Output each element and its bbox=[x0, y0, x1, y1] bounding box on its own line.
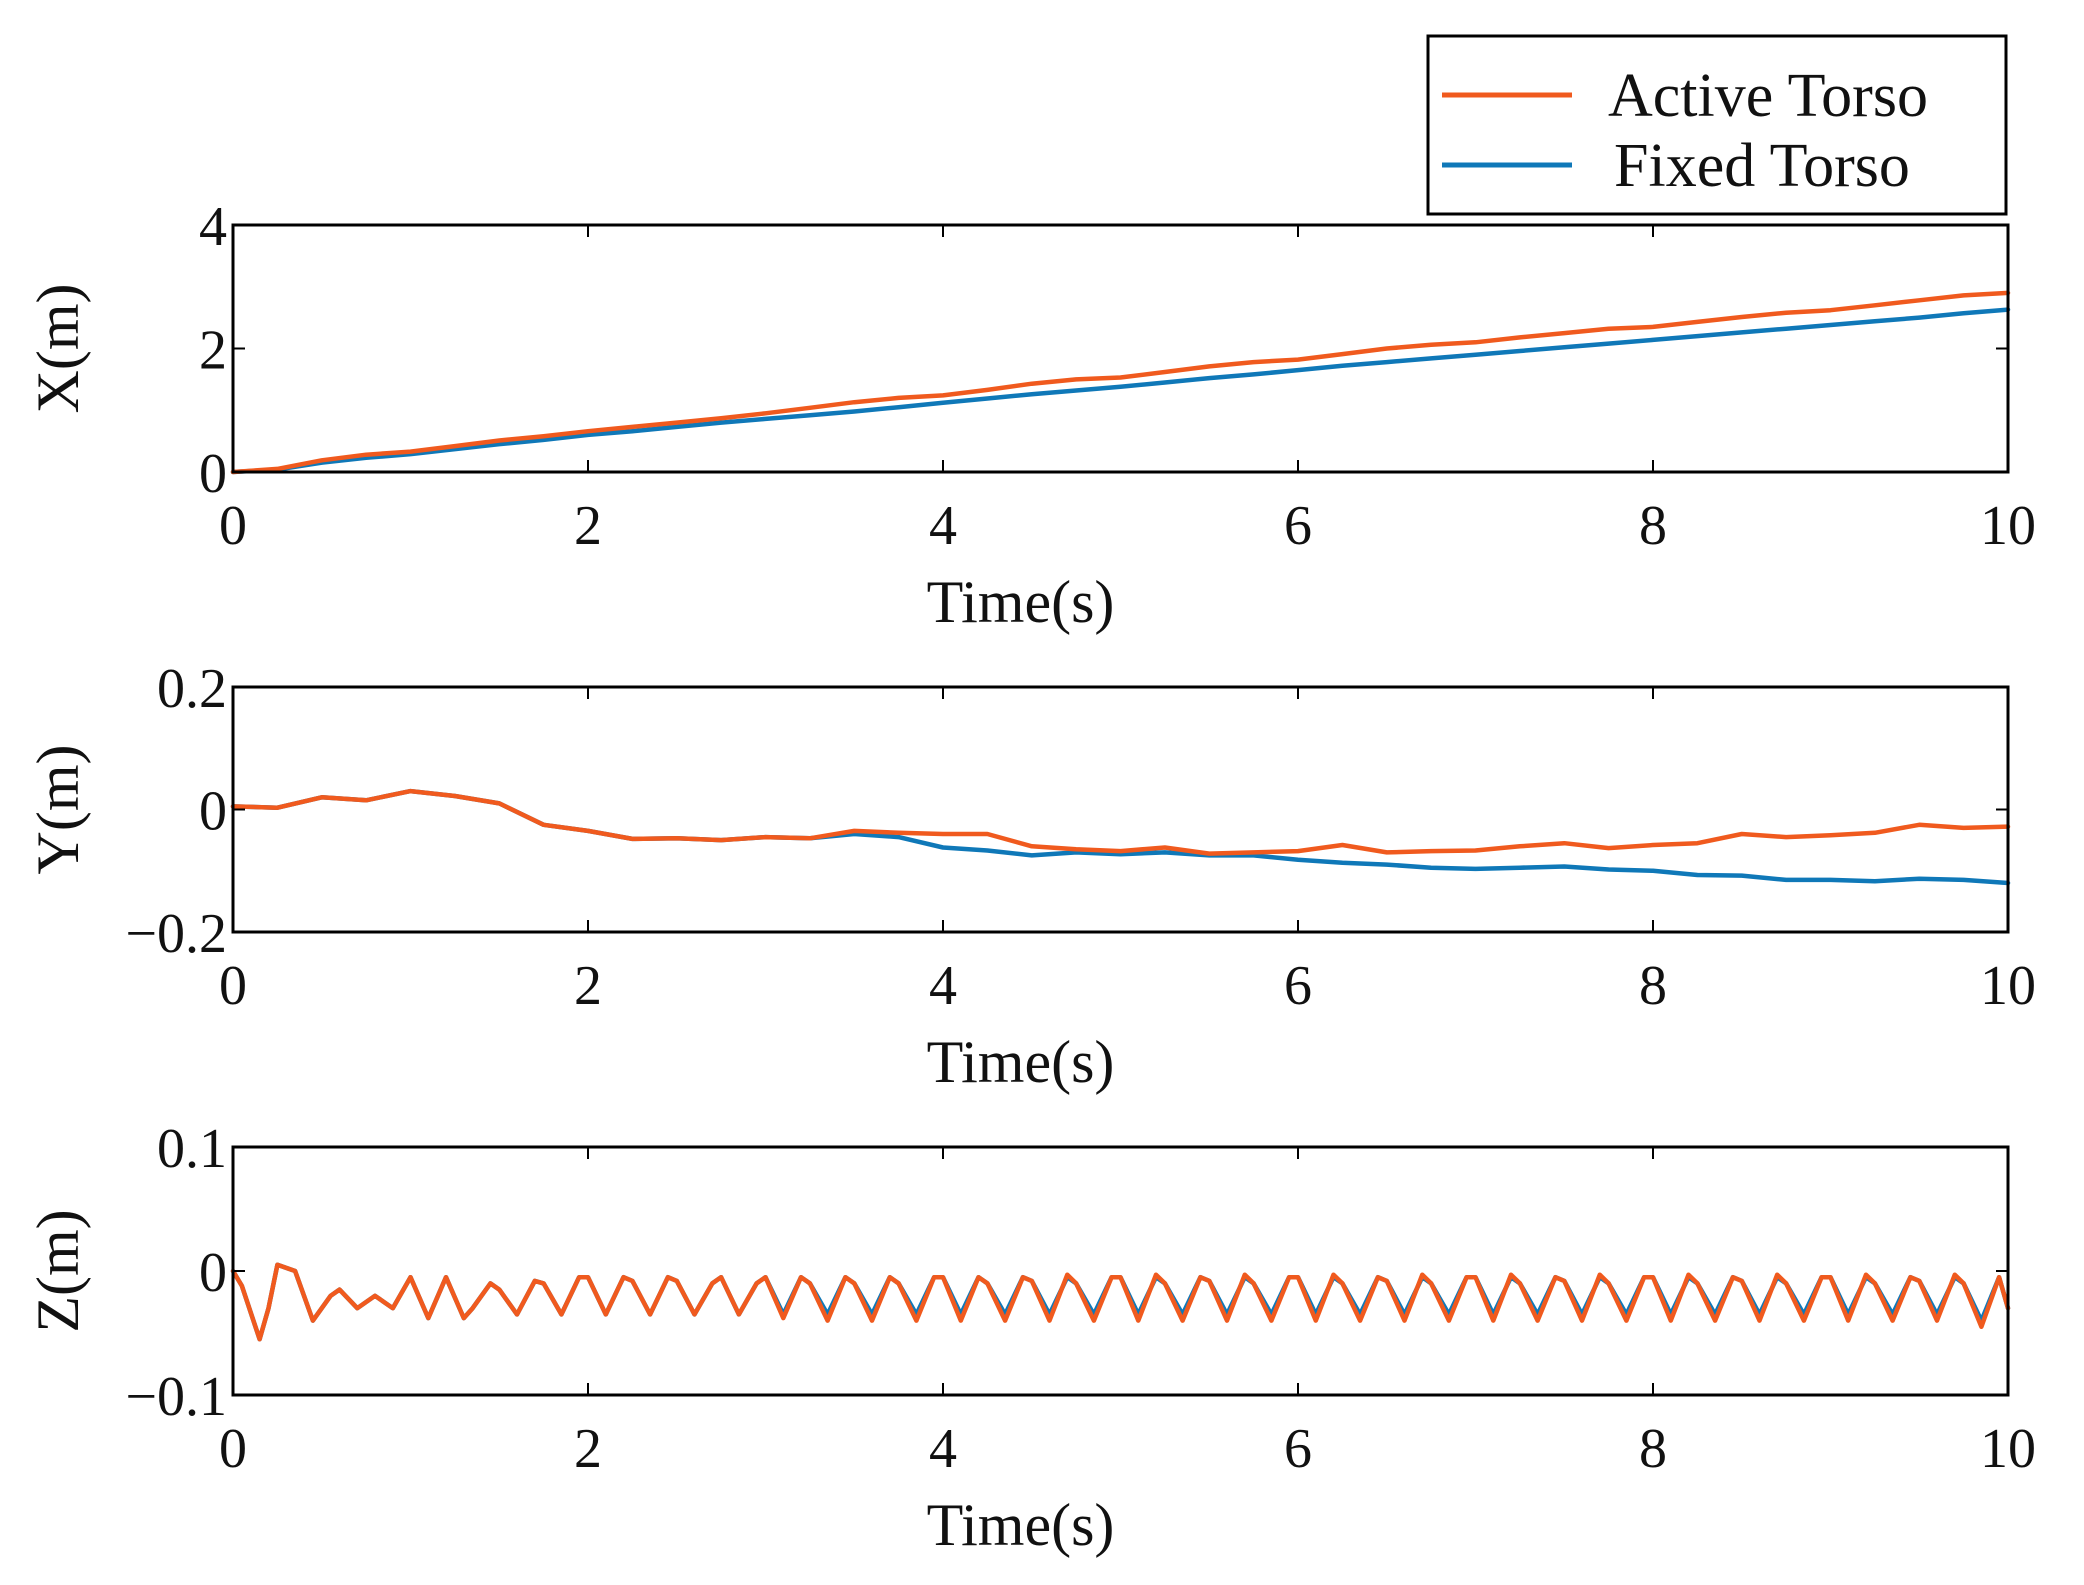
y-tick-label: 2 bbox=[199, 320, 227, 382]
x-position-chart: 0 2 4 6 8 10 0 2 4 Time(s) X(m) bbox=[25, 196, 2036, 635]
y-tick-label: 0 bbox=[199, 443, 227, 505]
series-line-active-torso bbox=[230, 1262, 2011, 1342]
y-axis-label: Y(m) bbox=[25, 745, 91, 875]
y-axis-label: X(m) bbox=[25, 284, 91, 414]
legend: Active Torso Fixed Torso bbox=[1426, 34, 2008, 216]
y-tick-label: −0.1 bbox=[125, 1366, 227, 1428]
x-axis-label: Time(s) bbox=[927, 1029, 1115, 1095]
x-tick-label: 8 bbox=[1639, 1418, 1667, 1480]
legend-label-active-torso: Active Torso bbox=[1608, 62, 1928, 130]
series-line-active-torso bbox=[230, 788, 2011, 856]
x-tick-label: 8 bbox=[1639, 495, 1667, 557]
x-axis-label: Time(s) bbox=[927, 569, 1115, 635]
x-tick-label: 4 bbox=[929, 495, 957, 557]
y-tick-label: 0 bbox=[199, 1242, 227, 1304]
x-tick-label: 0 bbox=[219, 1418, 247, 1480]
y-tick-label: 0.1 bbox=[157, 1118, 227, 1180]
legend-box bbox=[1426, 34, 2008, 216]
y-tick-label: 0.2 bbox=[157, 658, 227, 720]
y-axis-label: Z(m) bbox=[25, 1209, 91, 1332]
x-tick-label: 2 bbox=[574, 1418, 602, 1480]
plot-frame bbox=[231, 223, 2010, 474]
y-tick-label: 0 bbox=[199, 781, 227, 843]
plot-frame bbox=[231, 685, 2010, 934]
x-tick-label: 6 bbox=[1284, 495, 1312, 557]
y-tick-label: 4 bbox=[199, 196, 227, 258]
plot-frame bbox=[231, 1145, 2010, 1397]
x-tick-label: 2 bbox=[574, 955, 602, 1017]
x-tick-label: 8 bbox=[1639, 955, 1667, 1017]
x-tick-label: 6 bbox=[1284, 955, 1312, 1017]
y-tick-label: −0.2 bbox=[125, 903, 227, 965]
x-axis-label: Time(s) bbox=[927, 1492, 1115, 1558]
x-tick-label: 10 bbox=[1980, 955, 2036, 1017]
x-tick-label: 0 bbox=[219, 955, 247, 1017]
x-tick-label: 10 bbox=[1980, 495, 2036, 557]
x-tick-label: 0 bbox=[219, 495, 247, 557]
series-line-active-torso bbox=[230, 290, 2011, 475]
x-tick-label: 4 bbox=[929, 955, 957, 1017]
x-tick-label: 4 bbox=[929, 1418, 957, 1480]
x-tick-label: 2 bbox=[574, 495, 602, 557]
x-tick-label: 6 bbox=[1284, 1418, 1312, 1480]
x-tick-label: 10 bbox=[1980, 1418, 2036, 1480]
series-line-fixed-torso bbox=[230, 307, 2011, 475]
legend-label-fixed-torso: Fixed Torso bbox=[1614, 132, 1910, 200]
